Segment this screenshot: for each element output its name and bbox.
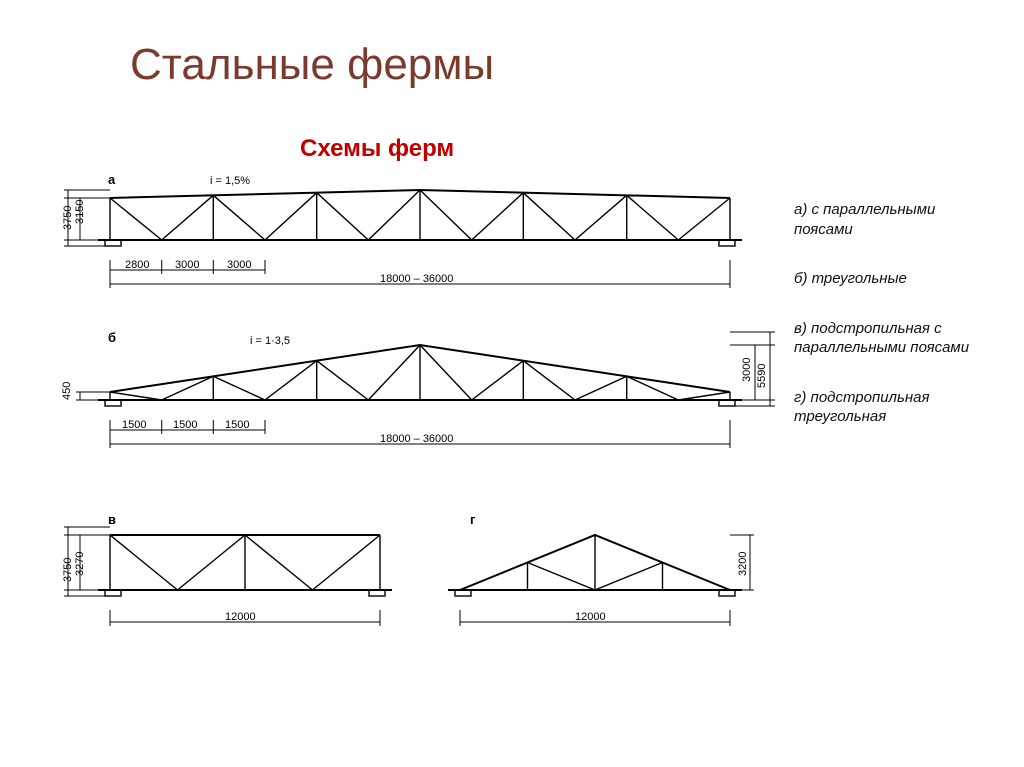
truss-a-letter: а	[108, 172, 116, 187]
dim-b-s1: 1500	[122, 419, 146, 431]
dim-a-s3: 3000	[227, 259, 251, 271]
truss-b: б i = 1·3,5	[50, 320, 810, 470]
legend-v: в) подстропильная с параллельными поясам…	[794, 319, 994, 358]
dim-a-h2: 3750	[62, 206, 74, 230]
dim-v-h2: 3750	[62, 558, 74, 582]
dim-b-s2: 1500	[173, 419, 197, 431]
dim-b-hr1: 3000	[741, 358, 753, 382]
legend: а) с параллельными поясами б) треугольны…	[794, 200, 994, 457]
dim-g-h: 3200	[737, 552, 749, 576]
dim-b-total: 18000 – 36000	[380, 433, 453, 445]
dim-a-total: 18000 – 36000	[380, 273, 453, 285]
dim-a-h1: 3150	[74, 200, 86, 224]
dim-a-s1: 2800	[125, 259, 149, 271]
page-title: Стальные фермы	[130, 40, 494, 90]
truss-a-slope: i = 1,5%	[210, 175, 250, 187]
truss-b-letter: б	[108, 330, 116, 345]
dim-a-s2: 3000	[175, 259, 199, 271]
legend-b: б) треугольные	[794, 269, 994, 289]
dim-v-h1: 3270	[74, 552, 86, 576]
legend-a: а) с параллельными поясами	[794, 200, 994, 239]
truss-a: а i = 1,5%	[50, 170, 780, 305]
truss-v: в 3270	[50, 510, 430, 650]
legend-g: г) подстропильная треугольная	[794, 388, 994, 427]
dim-b-hleft: 450	[61, 382, 73, 400]
dim-b-hr2: 5590	[756, 364, 768, 388]
truss-v-letter: в	[108, 512, 116, 527]
dim-v-total: 12000	[225, 611, 256, 623]
truss-b-slope: i = 1·3,5	[250, 335, 290, 347]
dim-b-s3: 1500	[225, 419, 249, 431]
truss-g: г 3200 12	[430, 510, 800, 650]
page-subtitle: Схемы ферм	[300, 135, 454, 163]
dim-g-total: 12000	[575, 611, 606, 623]
truss-g-letter: г	[470, 512, 476, 527]
